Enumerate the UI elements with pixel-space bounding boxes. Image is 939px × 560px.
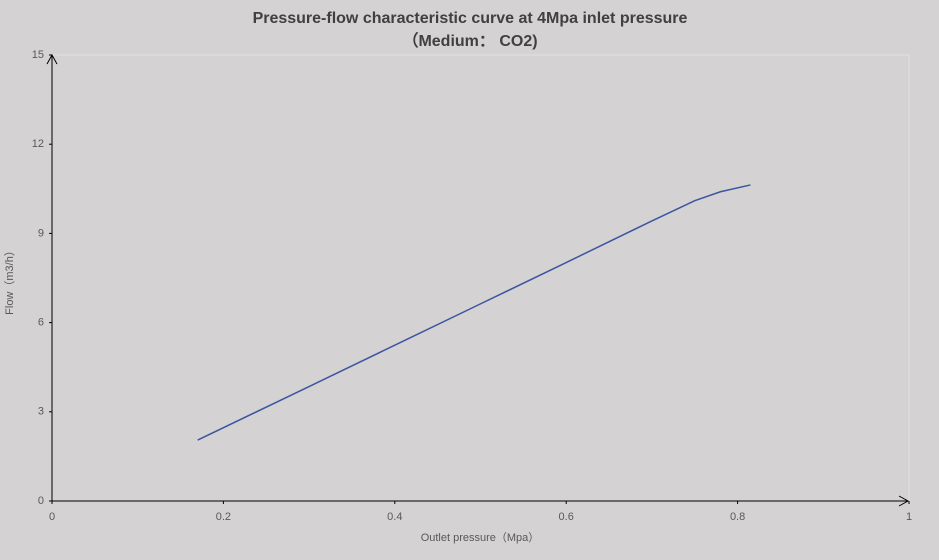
y-tick-label: 6: [38, 317, 44, 329]
x-axis-arrow: [898, 495, 910, 507]
y-axis-label: Flow（m3/h）: [3, 245, 16, 315]
y-tick-label: 15: [32, 49, 44, 61]
chart-subtitle: （Medium： CO2): [402, 32, 537, 50]
y-tick-label: 12: [32, 138, 44, 150]
x-tick-label: 0.6: [559, 511, 574, 523]
x-tick-label: 0.2: [216, 511, 231, 523]
x-tick-label: 0: [49, 511, 55, 523]
x-tick-label: 1: [906, 511, 912, 523]
chart-title: Pressure-flow characteristic curve at 4M…: [253, 10, 688, 27]
x-tick-label: 0.4: [387, 511, 402, 523]
y-tick-label: 0: [38, 495, 44, 507]
line-series: [197, 184, 751, 441]
x-tick-label: 0.8: [730, 511, 745, 523]
x-axis-label: Outlet pressure（Mpa）: [421, 531, 540, 544]
y-tick-label: 9: [38, 227, 44, 239]
y-tick-label: 3: [38, 406, 44, 418]
